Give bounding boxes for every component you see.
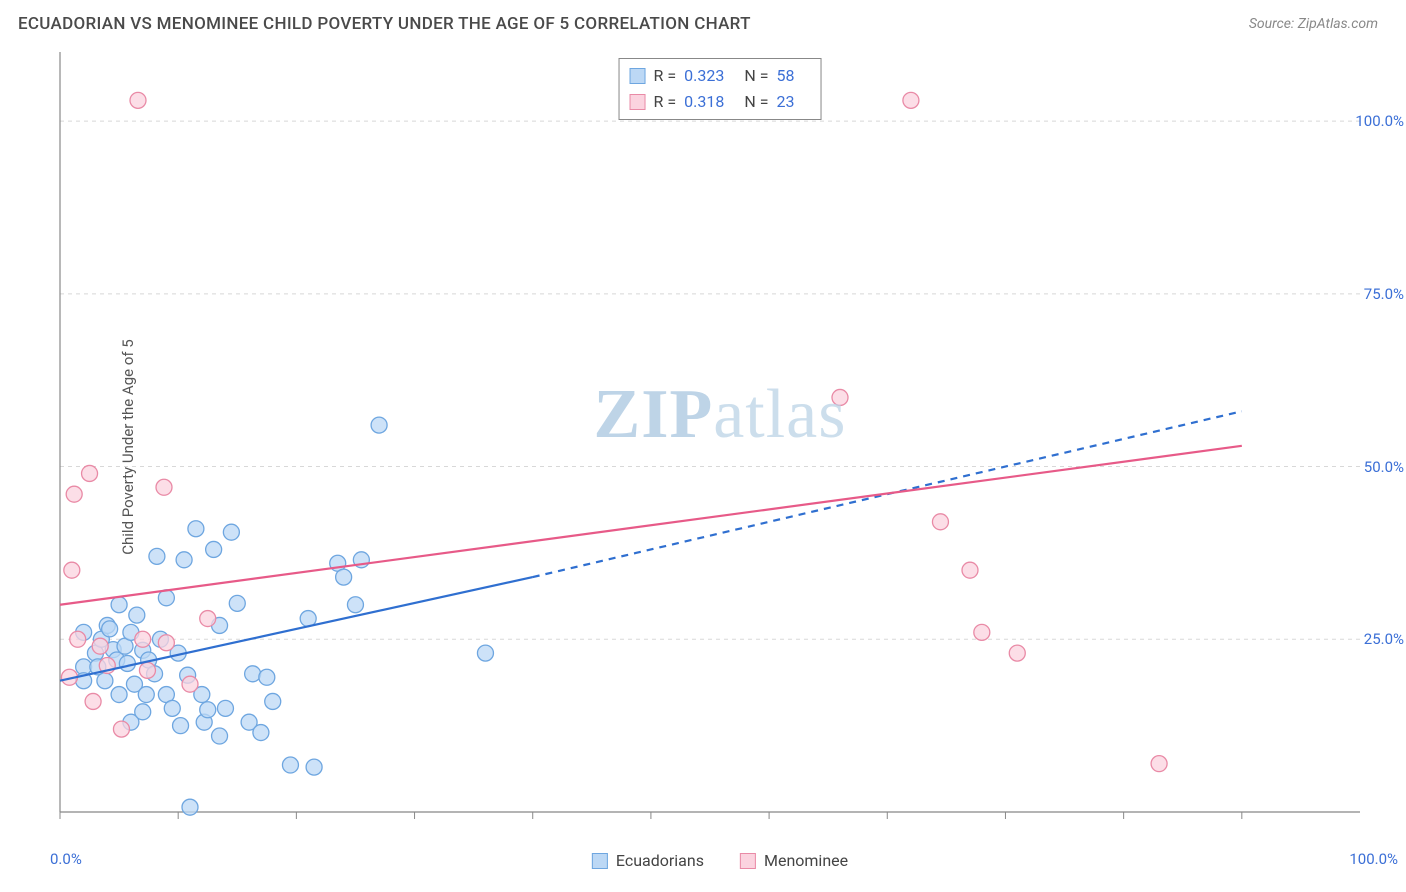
series-swatch-icon bbox=[630, 68, 646, 84]
legend-swatch-icon bbox=[592, 853, 608, 869]
x-axis-max-label: 100.0% bbox=[1349, 850, 1398, 868]
y-axis-tick-label: 50.0% bbox=[1364, 458, 1404, 476]
chart-title: ECUADORIAN VS MENOMINEE CHILD POVERTY UN… bbox=[18, 14, 751, 34]
stats-row: R = 0.318 N = 23 bbox=[630, 89, 807, 115]
y-axis-tick-label: 75.0% bbox=[1364, 285, 1404, 303]
r-label: R = bbox=[654, 89, 677, 115]
legend-item: Ecuadorians bbox=[592, 851, 704, 870]
source-label: Source: bbox=[1249, 16, 1294, 32]
n-value: 23 bbox=[776, 89, 794, 115]
legend-swatch-icon bbox=[740, 853, 756, 869]
r-label: R = bbox=[654, 63, 677, 89]
chart-source: Source: ZipAtlas.com bbox=[1249, 16, 1378, 32]
x-axis-min-label: 0.0% bbox=[50, 850, 82, 868]
n-label: N = bbox=[744, 63, 768, 89]
stats-row: R = 0.323 N = 58 bbox=[630, 63, 807, 89]
source-value: ZipAtlas.com bbox=[1298, 16, 1378, 32]
scatter-plot bbox=[50, 52, 1390, 842]
chart-header: ECUADORIAN VS MENOMINEE CHILD POVERTY UN… bbox=[0, 0, 1406, 42]
r-value: 0.318 bbox=[684, 89, 724, 115]
legend-item: Menominee bbox=[740, 851, 848, 870]
n-value: 58 bbox=[776, 63, 794, 89]
n-label: N = bbox=[744, 89, 768, 115]
legend-label: Menominee bbox=[764, 851, 848, 870]
stats-legend-box: R = 0.323 N = 58 R = 0.318 N = 23 bbox=[619, 58, 822, 120]
y-axis-tick-label: 100.0% bbox=[1355, 112, 1404, 130]
y-axis-tick-label: 25.0% bbox=[1364, 630, 1404, 648]
series-legend: Ecuadorians Menominee bbox=[592, 851, 848, 870]
chart-container: Child Poverty Under the Age of 5 ZIPatla… bbox=[50, 52, 1390, 842]
r-value: 0.323 bbox=[684, 63, 724, 89]
series-swatch-icon bbox=[630, 94, 646, 110]
legend-label: Ecuadorians bbox=[616, 851, 704, 870]
